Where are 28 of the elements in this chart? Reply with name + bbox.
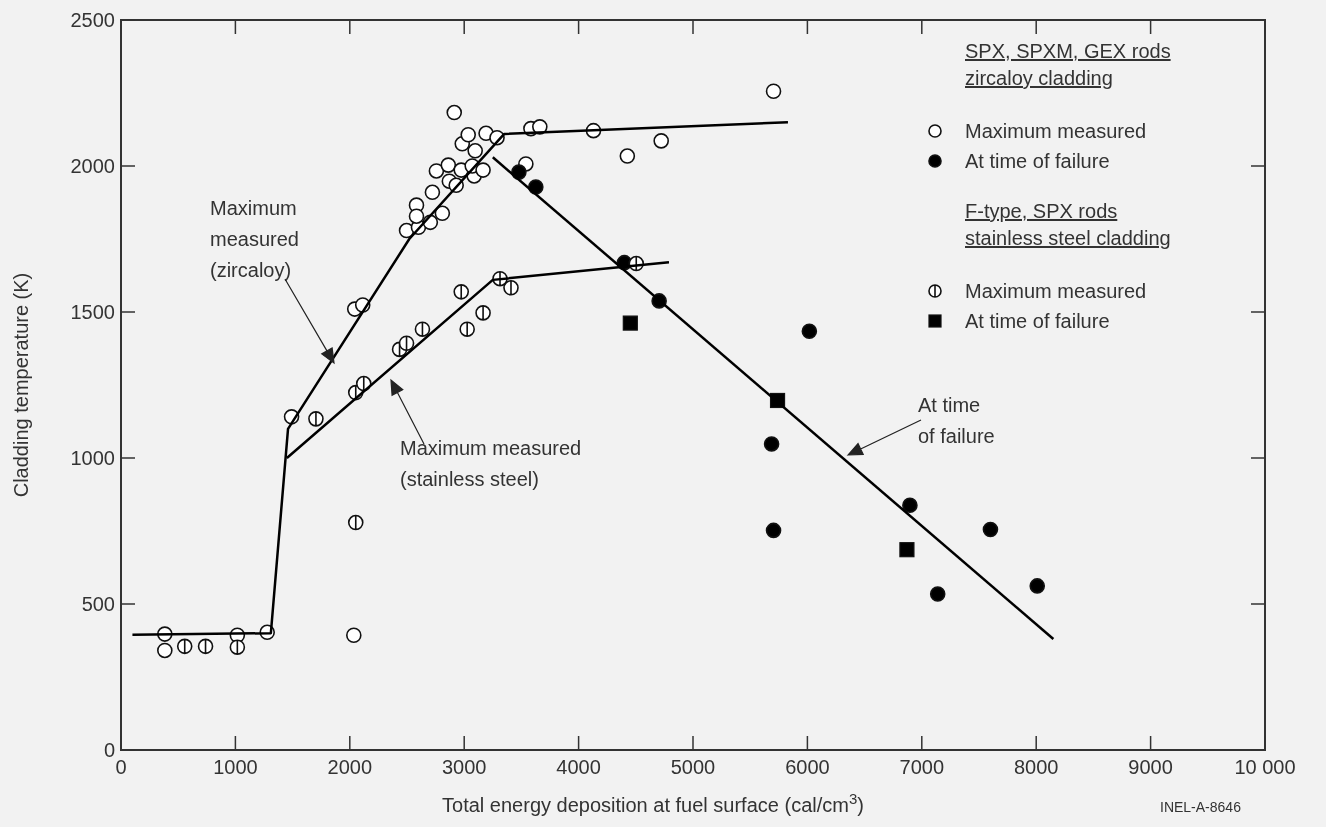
- x-tick-label: 3000: [441, 756, 487, 778]
- x-tick-label: 9000: [1128, 756, 1173, 778]
- y-tick-label: 1500: [70, 301, 115, 323]
- y-axis-title: Cladding temperature (K): [10, 272, 32, 498]
- y-tick-label: 0: [103, 739, 115, 761]
- legend-label: Maximum measured: [965, 120, 1147, 142]
- x-tick-label: 2000: [327, 756, 373, 778]
- y-tick-label: 500: [81, 593, 115, 615]
- annotation: At time of failure: [918, 394, 995, 447]
- legend-label: At time of failure: [965, 310, 1110, 332]
- annotation: F-type, SPX rods stainless steel cladding: [965, 200, 1171, 249]
- annotation: SPX, SPXM, GEX rods zircaloy cladding: [965, 40, 1171, 89]
- x-tick-label: 10 000: [1234, 756, 1296, 778]
- legend-label: At time of failure: [965, 150, 1110, 172]
- x-tick-label: 5000: [670, 756, 716, 778]
- annotation: Maximum measured (stainless steel): [400, 437, 582, 490]
- x-tick-label: 8000: [1013, 756, 1059, 778]
- y-tick-label: 2000: [70, 155, 115, 177]
- x-axis-title: Total energy deposition at fuel surface (cal/cm$^{3}$): [442, 789, 864, 816]
- y-tick-label: 1000: [70, 447, 115, 469]
- text: INEL-A-8646: [1160, 799, 1242, 815]
- x-tick-label: 1000: [213, 756, 258, 778]
- legend-label: Maximum measured: [965, 280, 1147, 302]
- y-tick-label: 2500: [70, 9, 115, 31]
- x-tick-label: 6000: [785, 756, 830, 778]
- annotation: Maximum measured (zircaloy): [210, 197, 299, 281]
- x-tick-label: 4000: [556, 756, 601, 778]
- x-tick-label: 7000: [899, 756, 945, 778]
